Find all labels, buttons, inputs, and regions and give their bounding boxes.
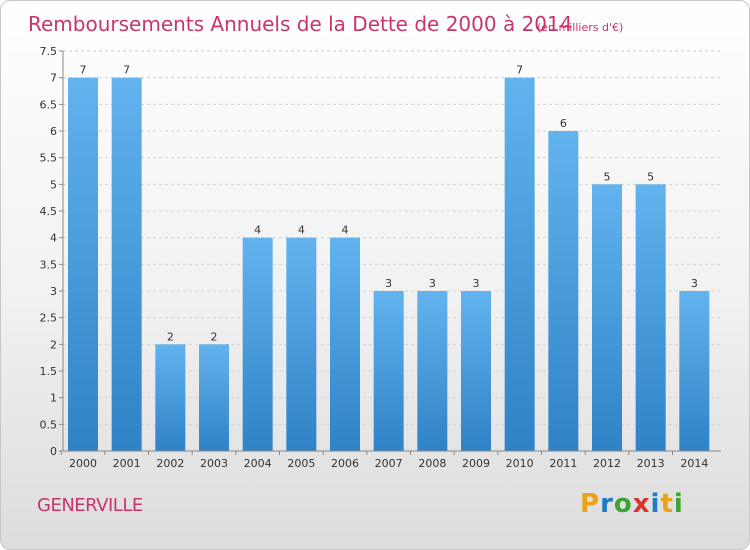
data-label: 4: [342, 224, 349, 237]
data-label: 2: [167, 330, 174, 343]
y-tick-label: 5.5: [40, 152, 58, 165]
bar-2006: [330, 237, 360, 451]
logo-letter: P: [580, 489, 601, 519]
y-tick-label: 4: [50, 232, 57, 245]
data-label: 7: [80, 64, 87, 77]
y-tick-label: 6: [50, 125, 57, 138]
proxiti-logo[interactable]: Proxiti: [580, 489, 684, 519]
bar-2003: [199, 344, 229, 451]
logo-letter: i: [673, 489, 684, 519]
y-tick-label: 4.5: [40, 205, 58, 218]
bars: [68, 77, 710, 452]
bar-2011: [548, 131, 579, 451]
x-tick-label: 2000: [69, 457, 97, 470]
data-label: 3: [691, 277, 698, 290]
data-label: 5: [604, 170, 611, 183]
y-tick-label: 2: [50, 338, 57, 351]
logo-letter: r: [600, 489, 614, 519]
y-tick-label: 3: [50, 285, 57, 298]
x-tick-label: 2014: [680, 457, 708, 470]
x-axis-ticks: 2000 2001 2002 2003 2004 2005 2006 2007 2008 2009…: [60, 451, 708, 470]
data-label: 4: [254, 224, 261, 237]
y-tick-label: 0: [50, 445, 57, 458]
data-label: 3: [385, 277, 392, 290]
bar-2004: [242, 237, 273, 451]
bar-2002: [155, 344, 186, 451]
bar-2007: [373, 291, 404, 451]
commune-name: GENERVILLE: [37, 495, 143, 516]
y-tick-label: 7: [50, 72, 57, 85]
x-tick-label: 2006: [331, 457, 359, 470]
logo-letter: x: [632, 489, 651, 519]
y-tick-label: 1: [50, 392, 57, 405]
chart-unit: (en milliers d'€): [537, 21, 623, 34]
y-tick-label: 2.5: [40, 312, 58, 325]
data-label: 6: [560, 117, 567, 130]
data-label: 5: [647, 170, 654, 183]
x-tick-label: 2011: [549, 457, 577, 470]
data-label: 3: [473, 277, 480, 290]
logo-letter: i: [650, 489, 661, 519]
bar-2005: [286, 237, 317, 451]
bar-2008: [417, 291, 448, 451]
logo-letter: o: [613, 489, 633, 519]
y-tick-label: 6.5: [40, 98, 58, 111]
bar-2001: [111, 77, 142, 452]
x-tick-label: 2008: [418, 457, 446, 470]
data-label: 2: [211, 330, 218, 343]
y-tick-label: 5: [50, 178, 57, 191]
x-tick-label: 2004: [244, 457, 272, 470]
bar-2013: [635, 184, 666, 452]
x-tick-label: 2005: [287, 457, 315, 470]
x-tick-label: 2010: [506, 457, 534, 470]
chart-title: Remboursements Annuels de la Dette de 20…: [28, 12, 572, 36]
y-axis-ticks: 0 0.5 1 1.5 2 2.5 3 3.5 4 4.5 5 5.5 6 6.5 7 7.5: [40, 45, 63, 458]
bar-2000: [68, 77, 98, 452]
x-tick-label: 2002: [156, 457, 184, 470]
data-label: 3: [429, 277, 436, 290]
x-tick-label: 2013: [637, 457, 665, 470]
bar-2014: [679, 291, 710, 451]
data-labels: 7 7 2 2 4 4 4 3 3 3 7 6 5 5 3: [80, 64, 698, 344]
x-tick-label: 2009: [462, 457, 490, 470]
bar-2009: [461, 291, 491, 451]
data-label: 7: [516, 64, 523, 77]
bar-2012: [592, 184, 622, 452]
y-tick-label: 7.5: [40, 45, 58, 58]
bar-2010: [504, 77, 535, 452]
y-tick-label: 0.5: [40, 418, 58, 431]
y-tick-label: 1.5: [40, 365, 58, 378]
x-tick-label: 2007: [375, 457, 403, 470]
logo-letter: t: [660, 489, 674, 519]
x-tick-label: 2012: [593, 457, 621, 470]
data-label: 4: [298, 224, 305, 237]
data-label: 7: [123, 64, 130, 77]
x-tick-label: 2001: [113, 457, 141, 470]
y-tick-label: 3.5: [40, 258, 58, 271]
x-tick-label: 2003: [200, 457, 228, 470]
